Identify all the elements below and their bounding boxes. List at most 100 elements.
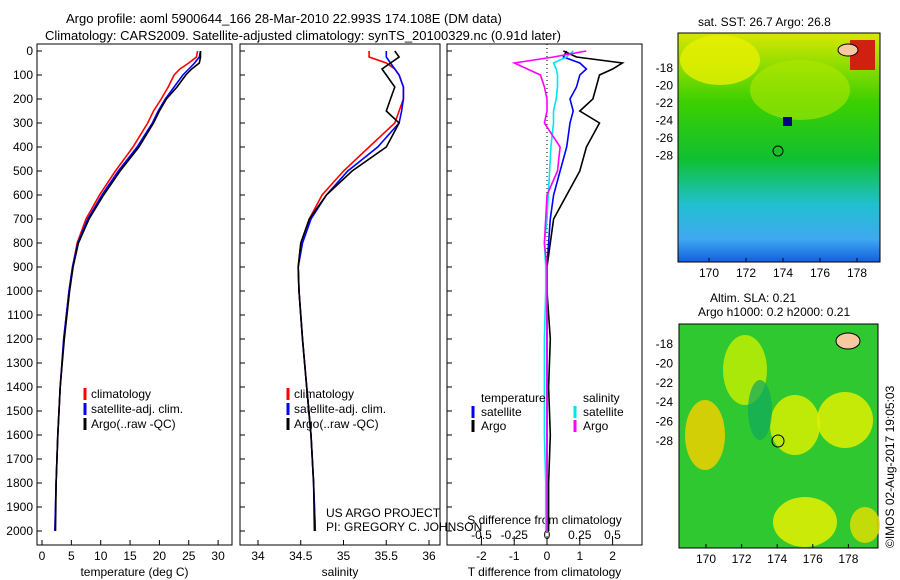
x-tick-label: -2	[476, 549, 487, 563]
y-tick-label: 400	[13, 140, 33, 154]
x-tick-label: 15	[123, 549, 137, 563]
x-axis-label: T difference from climatology	[468, 565, 622, 579]
series-line-s-argo	[511, 50, 587, 531]
map-lon-label: 174	[767, 552, 787, 566]
map-lat-label: -20	[656, 79, 674, 93]
title-line1: Argo profile: aoml 5900644_166 28-Mar-20…	[66, 11, 502, 26]
map-lat-label: -28	[656, 434, 674, 448]
sst-map	[677, 32, 881, 263]
y-tick-label: 1100	[7, 308, 33, 322]
x-tick-label: 2	[609, 549, 616, 563]
argo-location-marker	[771, 434, 785, 448]
title-line2: Climatology: CARS2009. Satellite-adjuste…	[45, 28, 561, 43]
legend-label: climatology	[294, 387, 354, 401]
map-lon-label: 174	[773, 266, 793, 280]
x-tick-label: 35	[337, 549, 351, 563]
y-tick-label: 1400	[6, 380, 33, 394]
map-lon-label: 172	[736, 266, 756, 280]
series-line-climatology	[297, 51, 405, 532]
series-line-climatology	[54, 50, 199, 532]
x-tick-label: 0	[544, 549, 551, 563]
map-lon-label: 178	[847, 266, 867, 280]
credit-line1: US ARGO PROJECT	[326, 506, 441, 520]
map-lat-label: -26	[656, 415, 674, 429]
y-tick-label: 2000	[6, 524, 33, 538]
panel-frame	[446, 43, 643, 546]
argo-location-marker	[772, 145, 784, 157]
x-tick-label: 10	[94, 549, 108, 563]
x2-tick-label: 0.25	[568, 528, 592, 542]
y-tick-label: 100	[13, 68, 33, 82]
y-tick-label: 1000	[6, 284, 33, 298]
imos-stamp: ©IMOS 02-Aug-2017 19:05:03	[883, 385, 897, 548]
fiji-land	[837, 43, 859, 57]
map-lon-label: 178	[838, 552, 858, 566]
map-lat-label: -28	[656, 149, 674, 163]
x2-axis-label: S difference from climatology	[467, 513, 622, 527]
y-tick-label: 1900	[6, 500, 33, 514]
series-line-satellite-adj-clim-	[54, 50, 202, 532]
y-tick-label: 300	[13, 116, 33, 130]
x-tick-label: 5	[68, 549, 75, 563]
y-tick-label: 1300	[6, 356, 33, 370]
y-tick-label: 1800	[6, 476, 33, 490]
y-tick-label: 200	[13, 92, 33, 106]
map-lat-label: -24	[656, 114, 674, 128]
map-lon-label: 172	[732, 552, 752, 566]
x-tick-label: 34	[251, 549, 265, 563]
x-tick-label: -1	[509, 549, 520, 563]
y-tick-label: 800	[13, 236, 33, 250]
series-line-satellite-adj-clim-	[297, 51, 405, 532]
map-lat-label: -22	[656, 96, 674, 110]
credit-line2: PI: GREGORY C. JOHNSON	[326, 520, 483, 534]
map-lat-label: -18	[656, 337, 674, 351]
x2-tick-label: 0.5	[604, 528, 621, 542]
series-line-argo-raw-qc-	[54, 51, 202, 532]
x-axis-label: salinity	[322, 565, 359, 579]
legend-label: Argo	[583, 419, 609, 433]
map-lon-label: 170	[696, 552, 716, 566]
y-tick-label: 0	[26, 44, 33, 58]
x2-tick-label: 0	[544, 528, 551, 542]
x-tick-label: 1	[576, 549, 583, 563]
legend-label: satellite	[583, 405, 624, 419]
legend-header: salinity	[583, 391, 620, 405]
series-line-argo-raw-qc-	[297, 50, 401, 532]
x2-tick-label: -0.5	[471, 528, 492, 542]
y-tick-label: 900	[13, 260, 33, 274]
legend-label: satellite-adj. clim.	[91, 402, 183, 416]
series-line-s-satellite	[543, 50, 574, 531]
map-lon-label: 176	[810, 266, 830, 280]
series-line-t-argo	[546, 50, 625, 531]
sla-map-subtitle: Argo h1000: 0.2 h2000: 0.21	[698, 305, 851, 319]
legend-label: climatology	[91, 387, 151, 401]
fiji-land	[835, 332, 861, 350]
map-lat-label: -20	[656, 356, 674, 370]
map-lon-label: 176	[803, 552, 823, 566]
map-lat-label: -18	[656, 61, 674, 75]
x2-tick-label: -0.25	[501, 528, 529, 542]
x-axis-label: temperature (deg C)	[80, 565, 188, 579]
legend-header: temperature	[481, 391, 546, 405]
sst-map-title: sat. SST: 26.7 Argo: 26.8	[698, 15, 831, 29]
y-tick-label: 1600	[6, 428, 33, 442]
y-tick-label: 1500	[6, 404, 33, 418]
x-tick-label: 36	[422, 549, 436, 563]
y-tick-label: 600	[13, 188, 33, 202]
x-tick-label: 0	[39, 549, 46, 563]
map-lat-label: -24	[656, 395, 674, 409]
x-tick-label: 35.5	[375, 549, 399, 563]
y-tick-label: 500	[13, 164, 33, 178]
sla-map-title: Altim. SLA: 0.21	[710, 291, 797, 305]
y-tick-label: 1200	[6, 332, 33, 346]
panel-frame	[36, 43, 233, 546]
y-tick-label: 700	[13, 212, 33, 226]
legend-label: satellite	[481, 405, 522, 419]
map-lat-label: -26	[656, 131, 674, 145]
x-tick-label: 20	[153, 549, 167, 563]
legend-label: Argo(..raw -QC)	[91, 417, 176, 431]
legend-label: satellite-adj. clim.	[294, 402, 386, 416]
map-lon-label: 170	[699, 266, 719, 280]
